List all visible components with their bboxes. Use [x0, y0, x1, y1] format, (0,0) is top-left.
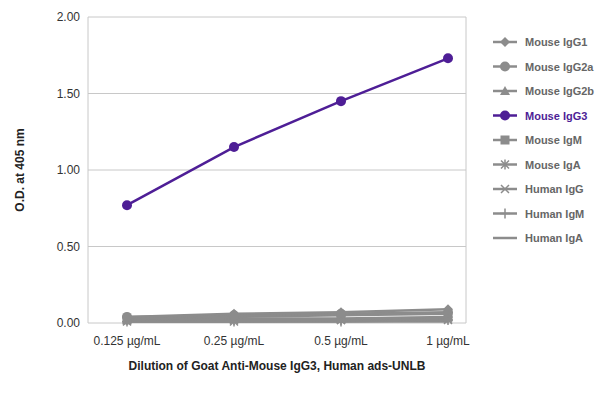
grid-line [88, 170, 466, 171]
x-tick-label: 0.5 µg/mL [314, 334, 368, 348]
grid-line [88, 93, 466, 94]
legend-label: Mouse IgG2a [525, 61, 594, 73]
legend-marker [500, 209, 510, 219]
data-point [229, 142, 239, 152]
legend-label: Human IgM [525, 208, 584, 220]
y-axis-title: O.D. at 405 nm [13, 128, 27, 211]
data-point [122, 200, 132, 210]
series-line [127, 309, 448, 317]
y-tick-label: 1.00 [57, 163, 81, 177]
legend-line [493, 237, 517, 240]
x-tick-label: 1 µg/mL [426, 334, 470, 348]
chart: 0.00 0.50 1.00 1.50 2.00 0.125 µg/mL 0.25 µg/m… [0, 0, 600, 395]
grid-line [88, 17, 466, 18]
plot-area [122, 53, 453, 326]
legend-label: Human IgG [525, 183, 584, 195]
data-point [122, 312, 132, 322]
legend-label: Mouse IgG1 [525, 36, 587, 48]
series-line [127, 58, 448, 205]
x-axis-title: Dilution of Goat Anti-Mouse IgG3, Human … [129, 359, 426, 373]
grid-line [88, 246, 466, 247]
x-tick-label: 0.25 µg/mL [204, 334, 265, 348]
legend-label: Human IgA [525, 232, 583, 244]
y-tick-label: 0.50 [57, 240, 81, 254]
legend-marker [501, 185, 509, 193]
y-tick-label: 1.50 [57, 87, 81, 101]
legend-label: Mouse IgM [525, 134, 582, 146]
legend-marker [500, 62, 510, 72]
data-point [122, 312, 132, 322]
data-point [336, 96, 346, 106]
legend-label: Mouse IgA [525, 159, 581, 171]
data-point [443, 304, 453, 314]
frame-line [466, 17, 467, 323]
y-axis-line [88, 17, 89, 323]
legend-marker [500, 111, 510, 121]
data-point [229, 309, 239, 319]
y-tick-label: 2.00 [57, 10, 81, 24]
data-point [336, 307, 346, 317]
legend-label: Mouse IgG2b [525, 85, 594, 97]
legend-marker [500, 86, 510, 95]
y-tick-label: 0.00 [57, 316, 81, 330]
data-point [443, 53, 453, 63]
legend-marker [501, 136, 510, 145]
x-tick-label: 0.125 µg/mL [94, 334, 161, 348]
legend-label: Mouse IgG3 [525, 110, 587, 122]
legend-marker [501, 160, 509, 170]
legend-marker [500, 37, 510, 47]
